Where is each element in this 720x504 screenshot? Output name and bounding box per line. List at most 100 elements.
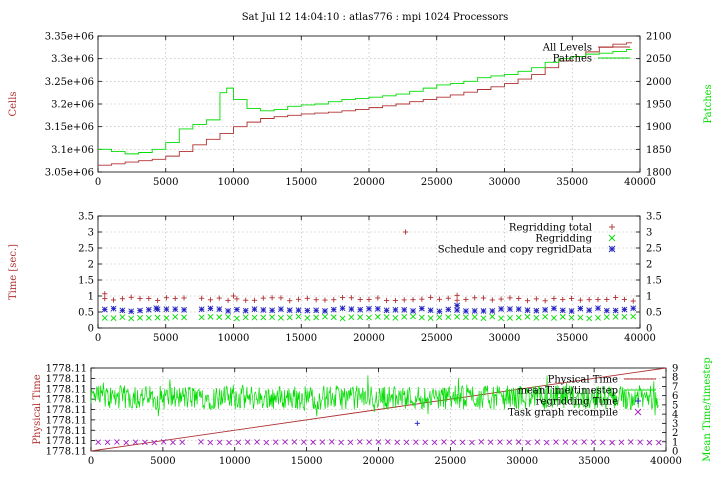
- y2-tick-label: 1900: [646, 122, 671, 133]
- y-tick-label: 0: [88, 324, 94, 335]
- y2-tick-label: 1850: [646, 145, 671, 156]
- x-tick-label: 20000: [353, 333, 385, 344]
- point-mark-d2: [612, 307, 619, 314]
- point-mark-d2: [153, 305, 160, 312]
- point-mark-d2: [497, 439, 503, 445]
- point-mark-d2: [562, 439, 569, 445]
- y2-tick-label: 7: [672, 382, 678, 393]
- y-tick-label: 1778.11: [46, 395, 87, 406]
- y2-tick-label: 9: [672, 364, 678, 375]
- y-tick-label: 1778.11: [46, 405, 87, 416]
- point-mark-d2: [637, 439, 643, 445]
- y-tick-label: 2.5: [78, 244, 94, 255]
- series-line-mean-time-per-timestep: [90, 375, 659, 417]
- x-tick-label: 35000: [578, 456, 610, 467]
- point-mark-d2: [394, 439, 401, 446]
- point-mark-d2: [568, 308, 575, 314]
- y-tick-label: 3.3e+06: [51, 54, 94, 65]
- x-tick-label: 30000: [506, 456, 538, 467]
- x-tick-label: 20000: [363, 456, 395, 467]
- y2-tick-label: 3: [646, 228, 652, 239]
- y-tick-label: 3: [88, 228, 94, 239]
- figure-title: Sat Jul 12 14:04:10 : atlas776 : mpi 102…: [242, 12, 509, 23]
- point-mark-d2: [603, 307, 610, 314]
- point-mark-d2: [269, 314, 276, 321]
- point-mark-d2: [542, 313, 549, 320]
- point-mark-d2: [383, 307, 390, 314]
- y-tick-label: 3.35e+06: [45, 32, 94, 43]
- y-tick-label: 1778.11: [46, 415, 87, 426]
- point-mark-d2: [413, 439, 419, 446]
- point-mark-d2: [339, 315, 346, 322]
- point-mark-d2: [347, 439, 354, 446]
- y2-tick-label: 2000: [646, 77, 671, 88]
- legend-label: meanTime/timestep: [517, 386, 618, 397]
- y-axis-label: Physical Time: [32, 374, 43, 444]
- y-tick-label: 2: [88, 260, 94, 271]
- point-mark-d2: [348, 306, 355, 313]
- y-tick-label: 1778.11: [46, 426, 87, 437]
- point-mark-d2: [454, 313, 460, 320]
- point-mark-d2: [357, 314, 364, 321]
- point-mark-d2: [507, 306, 513, 313]
- point-mark-d2: [104, 439, 111, 446]
- point-mark-d2: [366, 305, 372, 312]
- point-mark-d2: [524, 313, 531, 320]
- point-mark-d2: [459, 439, 466, 446]
- plot-frame: [97, 35, 641, 173]
- point-mark-d2: [244, 439, 251, 445]
- point-mark-d2: [385, 439, 391, 445]
- point-mark-d2: [489, 313, 496, 320]
- point-mark-d2: [646, 439, 653, 446]
- x-tick-label: 25000: [421, 177, 453, 188]
- series-line-patches: [98, 49, 632, 155]
- x-tick-label: 5000: [153, 177, 178, 188]
- point-mark-d2: [286, 307, 293, 314]
- y2-tick-label: 1: [672, 437, 678, 448]
- point-mark-d2: [170, 439, 176, 446]
- x-tick-label: 5000: [153, 333, 178, 344]
- y2-tick-label: 1950: [646, 100, 671, 111]
- point-mark-d2: [471, 314, 478, 320]
- x-tick-label: 15000: [291, 456, 323, 467]
- point-mark-d2: [319, 439, 326, 445]
- x-tick-label: 10000: [218, 333, 250, 344]
- point-mark-d2: [392, 314, 399, 321]
- x-tick-label: 20000: [353, 177, 385, 188]
- point-mark-d2: [269, 307, 276, 314]
- point-mark-d2: [403, 439, 410, 446]
- point-mark-d2: [534, 439, 541, 445]
- point-mark-d2: [595, 305, 601, 312]
- point-mark-d2: [145, 306, 152, 313]
- point-mark-d2: [450, 439, 457, 446]
- point-mark-d2: [119, 314, 126, 321]
- x-tick-label: 30000: [489, 177, 521, 188]
- point-mark-d2: [128, 315, 135, 322]
- point-mark-d2: [101, 314, 108, 321]
- point-mark-d2: [101, 306, 108, 313]
- point-mark-d2: [551, 305, 557, 312]
- point-mark-d2: [198, 306, 205, 313]
- series-regridding-time: [414, 420, 420, 426]
- point-mark-d2: [498, 305, 505, 312]
- point-mark-d2: [618, 439, 625, 446]
- y-axis-label: Time [sec.]: [8, 244, 19, 300]
- panel-3: 0 5000 10000 15000 20000 25000 30000 35000 40000…: [32, 357, 713, 467]
- panels: 0 5000 10000 15000 20000 25000 30000 35000 40000…: [8, 32, 714, 468]
- panel-1: 0 5000 10000 15000 20000 25000 30000 35000 40000…: [8, 32, 714, 189]
- y2-tick-label: 0.5: [646, 308, 662, 319]
- legend-label: regridding Time: [536, 397, 618, 408]
- point-mark-d2: [132, 439, 139, 446]
- point-mark-d2: [128, 308, 135, 315]
- x-tick-label: 5000: [150, 456, 175, 467]
- point-mark-d2: [145, 314, 152, 321]
- point-mark-d2: [304, 307, 311, 314]
- point-mark-d2: [181, 306, 187, 313]
- legend-label: All Levels: [542, 43, 592, 54]
- point-mark-d2: [603, 314, 610, 320]
- point-mark-d2: [278, 314, 284, 321]
- x-tick-label: 0: [95, 177, 101, 188]
- plot-frame: [97, 215, 641, 329]
- x-tick-label: 40000: [650, 456, 682, 467]
